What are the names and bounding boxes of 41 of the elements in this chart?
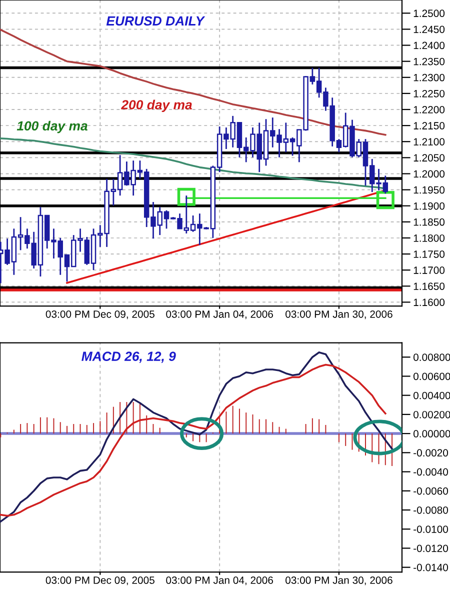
y-tick-label: -0.0080 bbox=[414, 506, 448, 514]
y-tick-label: 1.2250 bbox=[414, 90, 445, 98]
y-tick-label: 1.2150 bbox=[414, 122, 445, 130]
x-tick-label: 03:00 PM Jan 04, 2006 bbox=[166, 576, 273, 586]
y-tick-label: 0.00000 bbox=[414, 430, 450, 438]
y-tick-label: 1.2500 bbox=[414, 10, 445, 18]
y-tick-label: 1.2100 bbox=[414, 138, 445, 146]
y-tick-label: -0.0020 bbox=[414, 449, 448, 457]
y-tick-label: 1.1950 bbox=[414, 186, 445, 194]
annotation: EURUSD DAILY bbox=[106, 16, 206, 26]
y-tick-label: 1.1650 bbox=[414, 282, 445, 290]
y-tick-label: 1.1600 bbox=[414, 298, 445, 306]
y-tick-label: 1.2350 bbox=[414, 58, 445, 66]
y-tick-label: 0.00200 bbox=[414, 410, 450, 418]
y-tick-label: 0.00400 bbox=[414, 392, 450, 400]
y-tick-label: 0.00800 bbox=[414, 354, 450, 361]
y-tick-label: 1.1800 bbox=[414, 234, 445, 242]
y-tick-label: 1.1900 bbox=[414, 202, 445, 210]
annotation: 100 day ma bbox=[16, 120, 88, 134]
y-tick-label: -0.0040 bbox=[414, 468, 448, 476]
y-tick-label: 1.2050 bbox=[414, 154, 445, 162]
annotation: MACD 26, 12, 9 bbox=[82, 352, 176, 363]
y-tick-label: 1.2200 bbox=[414, 106, 445, 114]
y-tick-label: -0.0120 bbox=[414, 544, 448, 552]
y-tick-label: 1.2450 bbox=[414, 26, 445, 34]
x-tick-label: 03:00 PM Dec 09, 2005 bbox=[46, 310, 154, 320]
annotation: 200 day ma bbox=[120, 100, 192, 112]
y-tick-label: 1.2400 bbox=[414, 42, 445, 50]
y-tick-label: 1.1850 bbox=[414, 218, 445, 226]
x-tick-label: 03:00 PM Jan 04, 2006 bbox=[166, 310, 273, 320]
y-tick-label: 1.1750 bbox=[414, 250, 445, 258]
y-tick-label: 1.2300 bbox=[414, 74, 445, 82]
x-tick-label: 03:00 PM Dec 09, 2005 bbox=[46, 576, 154, 586]
x-tick-label: 03:00 PM Jan 30, 2006 bbox=[286, 310, 392, 320]
y-tick-label: -0.0060 bbox=[414, 487, 448, 495]
y-tick-label: 1.1700 bbox=[414, 266, 445, 274]
x-tick-label: 03:00 PM Jan 30, 2006 bbox=[286, 576, 392, 586]
y-tick-label: 1.2000 bbox=[414, 170, 445, 178]
y-tick-label: 0.00600 bbox=[414, 372, 450, 380]
y-tick-label: -0.0100 bbox=[414, 526, 448, 533]
y-tick-label: -0.0140 bbox=[414, 564, 448, 572]
